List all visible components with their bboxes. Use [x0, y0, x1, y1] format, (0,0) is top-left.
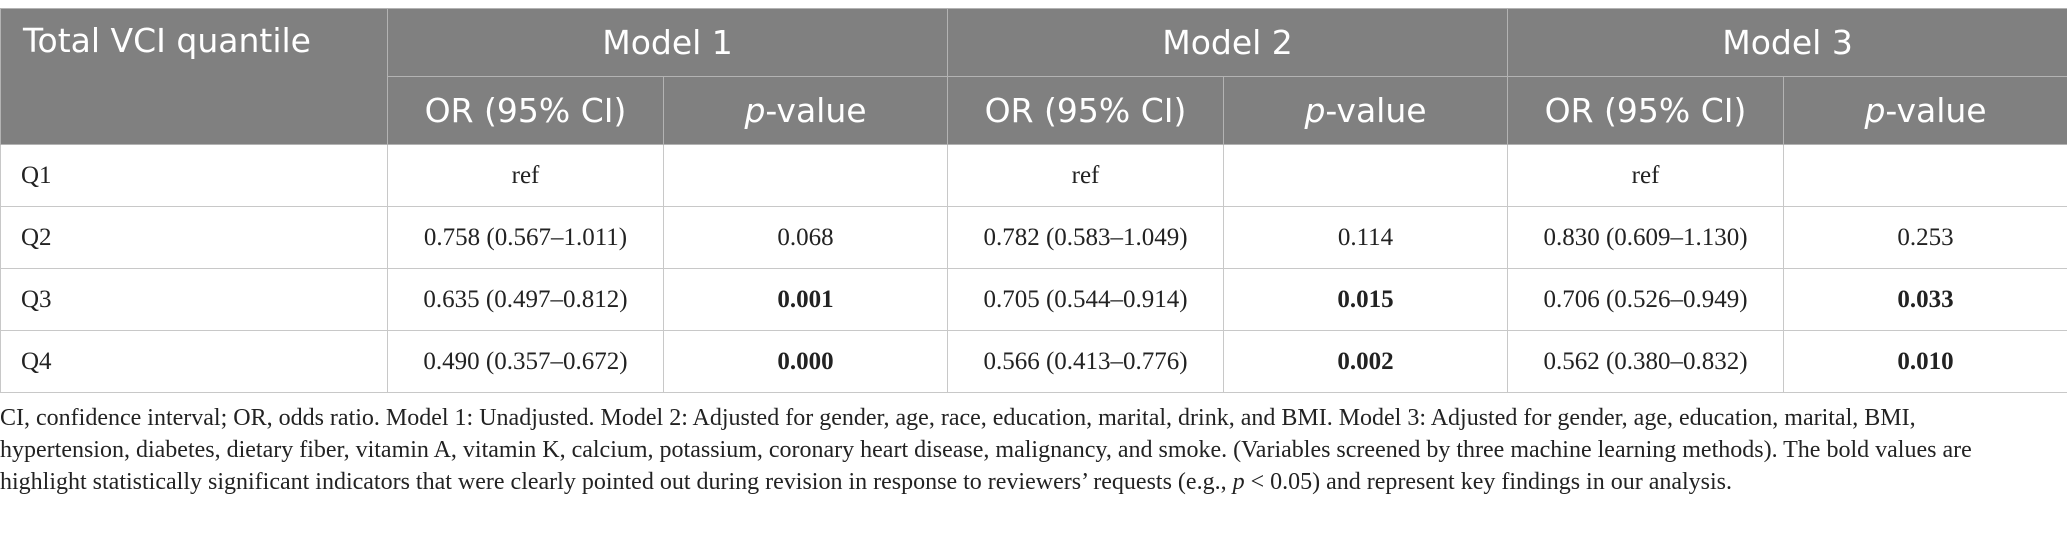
table-row-q1: Q1 ref ref ref — [0, 144, 2067, 207]
model-2-or-cell: 0.566 (0.413–0.776) — [947, 330, 1225, 393]
model-2-or-header: OR (95% CI) — [947, 76, 1225, 145]
results-table-container: Total VCI quantile Model 1 Model 2 Model… — [0, 8, 2067, 393]
model-3-or-header: OR (95% CI) — [1507, 76, 1785, 145]
model-2-or-cell: 0.705 (0.544–0.914) — [947, 268, 1225, 331]
model-1-or-cell: 0.490 (0.357–0.672) — [387, 330, 664, 393]
model-3-header: Model 3 — [1507, 8, 2067, 77]
quantile-label: Q4 — [0, 330, 388, 393]
model-3-or-cell: 0.830 (0.609–1.130) — [1507, 206, 1785, 269]
model-1-or-header: OR (95% CI) — [387, 76, 664, 145]
model-1-p-cell: 0.000 — [662, 330, 949, 393]
model-1-or-cell: 0.758 (0.567–1.011) — [387, 206, 664, 269]
model-3-p-cell — [1783, 144, 2067, 207]
model-2-p-cell — [1223, 144, 1509, 207]
model-1-p-cell: 0.001 — [662, 268, 949, 331]
model-2-p-cell: 0.114 — [1223, 206, 1509, 269]
model-3-or-cell: ref — [1507, 144, 1785, 207]
model-1-or-cell: ref — [387, 144, 664, 207]
model-3-or-cell: 0.706 (0.526–0.949) — [1507, 268, 1785, 331]
p-suffix: -value — [1885, 91, 1987, 130]
model-3-p-cell: 0.033 — [1783, 268, 2067, 331]
row-label-header: Total VCI quantile — [0, 8, 388, 145]
p-suffix: -value — [765, 91, 867, 130]
model-1-p-header: p-value — [662, 76, 949, 145]
quantile-label: Q1 — [0, 144, 388, 207]
model-3-p-header: p-value — [1783, 76, 2067, 145]
model-3-p-cell: 0.253 — [1783, 206, 2067, 269]
table-footnote: CI, confidence interval; OR, odds ratio.… — [0, 402, 2040, 498]
model-3-or-cell: 0.562 (0.380–0.832) — [1507, 330, 1785, 393]
results-table: Total VCI quantile Model 1 Model 2 Model… — [0, 8, 2067, 393]
model-2-or-cell: 0.782 (0.583–1.049) — [947, 206, 1225, 269]
model-2-p-cell: 0.015 — [1223, 268, 1509, 331]
table-row-q3: Q3 0.635 (0.497–0.812) 0.001 0.705 (0.54… — [0, 268, 2067, 331]
model-2-or-cell: ref — [947, 144, 1225, 207]
table-header: Total VCI quantile Model 1 Model 2 Model… — [0, 8, 2067, 145]
p-italic: p — [1864, 91, 1886, 130]
footnote-p-italic: p — [1232, 469, 1245, 495]
quantile-label: Q2 — [0, 206, 388, 269]
model-3-p-cell: 0.010 — [1783, 330, 2067, 393]
model-2-header: Model 2 — [947, 8, 1509, 77]
table-row-q4: Q4 0.490 (0.357–0.672) 0.000 0.566 (0.41… — [0, 330, 2067, 393]
p-italic: p — [744, 91, 766, 130]
model-1-or-cell: 0.635 (0.497–0.812) — [387, 268, 664, 331]
p-suffix: -value — [1325, 91, 1427, 130]
model-1-header: Model 1 — [386, 8, 949, 77]
table-body: Q1 ref ref ref Q2 0.758 (0.567–1.011) 0.… — [0, 144, 2067, 393]
header-row-models: Total VCI quantile Model 1 Model 2 Model… — [0, 8, 2067, 145]
model-1-p-cell — [662, 144, 949, 207]
model-2-p-cell: 0.002 — [1223, 330, 1509, 393]
p-italic: p — [1304, 91, 1326, 130]
footnote-text: CI, confidence interval; OR, odds ratio.… — [0, 405, 1972, 495]
header-row-metrics: OR (95% CI) p-value OR (95% CI) p-value … — [1, 76, 2067, 145]
footnote-text-end: < 0.05) and represent key findings in ou… — [1244, 469, 1733, 495]
model-2-p-header: p-value — [1223, 76, 1509, 145]
model-1-p-cell: 0.068 — [662, 206, 949, 269]
table-row-q2: Q2 0.758 (0.567–1.011) 0.068 0.782 (0.58… — [0, 206, 2067, 269]
quantile-label: Q3 — [0, 268, 388, 331]
